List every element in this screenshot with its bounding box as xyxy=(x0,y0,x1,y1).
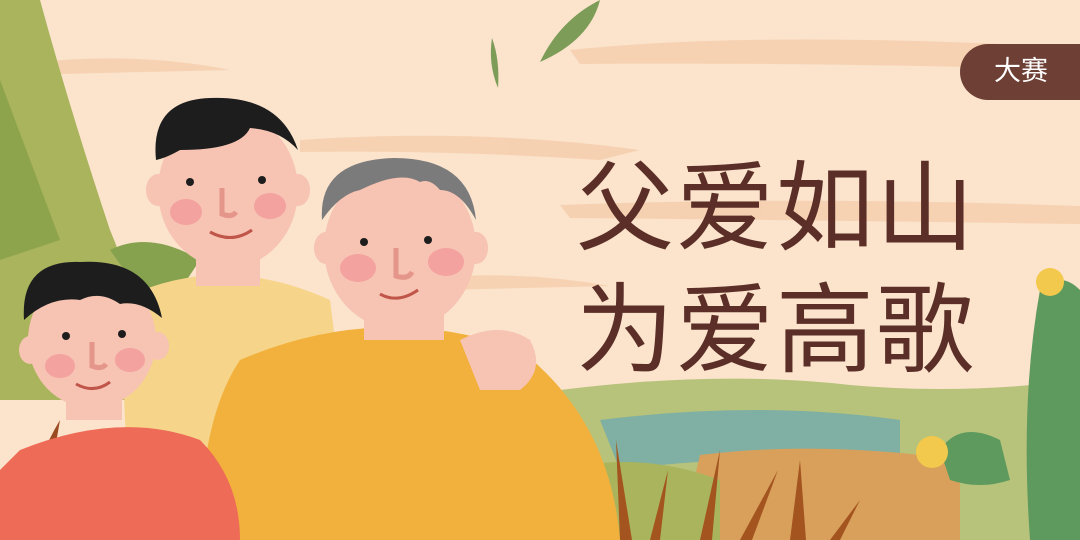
boy-figure xyxy=(0,261,240,540)
title-line-1: 父爱如山 xyxy=(576,152,977,266)
leaf-icon xyxy=(540,0,600,62)
spiky-plants xyxy=(616,440,860,540)
contest-badge: 大赛 xyxy=(960,44,1080,100)
grandfather-figure xyxy=(200,158,620,540)
leaf-icon xyxy=(490,38,499,88)
title-line-2: 为爱高歌 xyxy=(576,274,977,388)
cloud-streaks xyxy=(40,39,1080,290)
cactus-plant xyxy=(916,268,1080,540)
